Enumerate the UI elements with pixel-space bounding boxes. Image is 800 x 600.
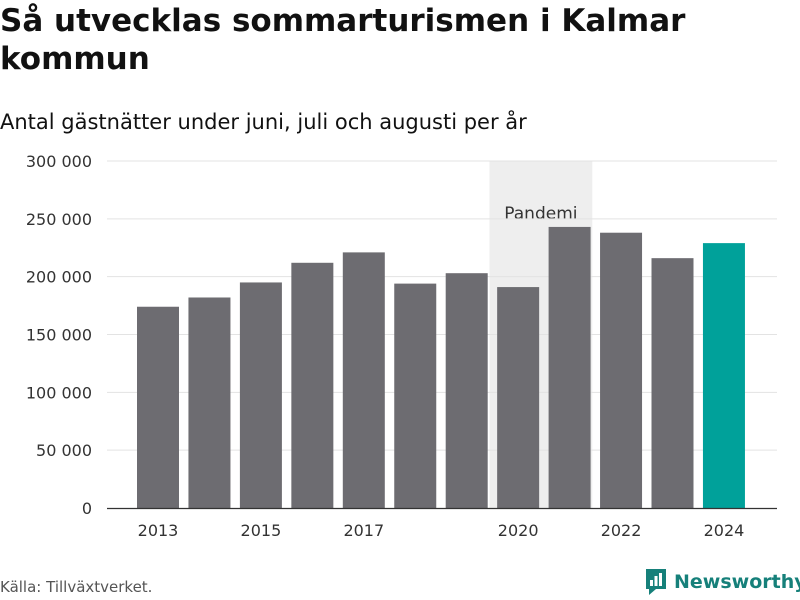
y-tick-label: 50 000: [36, 441, 92, 460]
x-tick-label: 2022: [601, 521, 642, 540]
x-tick-label: 2024: [704, 521, 745, 540]
x-tick-label: 2020: [498, 521, 539, 540]
bar-2014: [188, 297, 231, 508]
x-tick-label: 2013: [138, 521, 179, 540]
axis-layer: 0 50 000 100 000 150 000 200 000 250 000 300 0…: [26, 152, 777, 540]
brand-logo: Newsworthy: [644, 568, 800, 596]
chart-title: Så utvecklas sommarturismen i Kalmar kom…: [0, 3, 686, 77]
x-tick-label: 2017: [343, 521, 384, 540]
chart-subtitle: Antal gästnätter under juni, juli och au…: [0, 110, 527, 134]
bar-2020: [497, 287, 540, 508]
bar-2023: [651, 258, 694, 508]
bar-2022: [600, 232, 643, 509]
bar-2015: [239, 282, 282, 508]
y-tick-label: 300 000: [26, 152, 92, 171]
bar-2018: [394, 283, 437, 508]
bar-2021: [548, 226, 591, 508]
bar-layer: [137, 226, 745, 509]
bar-chart-logo-icon: [646, 569, 666, 595]
bar-2024: [702, 243, 745, 508]
bar-2019: [445, 273, 488, 508]
x-tick-label: 2015: [241, 521, 282, 540]
pandemic-label: Pandemi: [504, 204, 577, 224]
y-tick-label: 200 000: [26, 268, 92, 287]
y-tick-label: 250 000: [26, 210, 92, 229]
bar-2016: [291, 262, 334, 508]
brand-name: Newsworthy: [674, 571, 800, 593]
y-tick-label: 150 000: [26, 326, 92, 345]
y-tick-label: 100 000: [26, 383, 92, 402]
source-note: Källa: Tillväxtverket.: [0, 578, 153, 596]
bar-2013: [137, 306, 179, 508]
bar-2017: [342, 252, 385, 508]
y-tick-label: 0: [82, 499, 92, 518]
